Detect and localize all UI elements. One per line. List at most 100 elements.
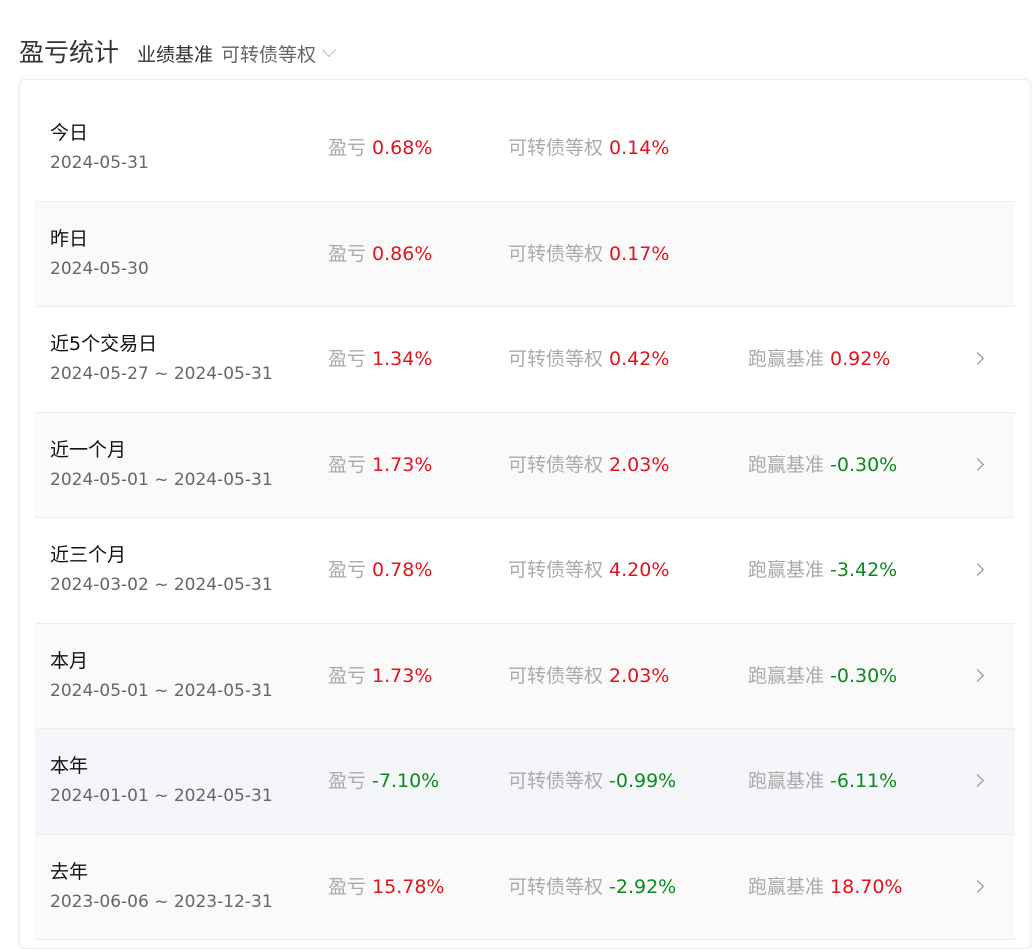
period-name: 近5个交易日: [50, 333, 158, 355]
benchmark-select[interactable]: 可转债等权: [221, 40, 337, 67]
period-date: 2024-05-27 ~ 2024-05-31: [50, 364, 273, 384]
excess-label: 跑赢基准: [748, 453, 825, 476]
benchmark-metric: 可转债等权 -0.99%: [508, 766, 676, 793]
pl-label: 盈亏: [328, 453, 367, 476]
excess-value: -6.11%: [830, 770, 898, 792]
benchmark-metric-value: 0.17%: [609, 242, 670, 265]
excess-label: 跑赢基准: [748, 559, 825, 581]
pl-label: 盈亏: [328, 664, 367, 687]
stat-row[interactable]: 本年 2024-01-01 ~ 2024-05-31 盈亏 -7.10% 可转债等…: [35, 729, 1015, 835]
benchmark-metric: 可转债等权 4.20%: [508, 555, 669, 582]
period: 去年 2023-06-06 ~ 2023-12-31: [50, 857, 273, 912]
period-date: 2023-06-06 ~ 2023-12-31: [50, 891, 273, 912]
period: 近三个月 2024-03-02 ~ 2024-05-31: [50, 540, 273, 595]
pl-value: 0.78%: [372, 559, 433, 581]
benchmark-metric: 可转债等权 0.14%: [508, 133, 669, 160]
chevron-right-icon[interactable]: [971, 457, 984, 471]
chevron-right-icon[interactable]: [971, 774, 984, 787]
period-name: 近一个月: [50, 438, 127, 461]
header: 盈亏统计 业绩基准 可转债等权: [19, 33, 337, 69]
excess-label: 跑赢基准: [748, 348, 825, 370]
benchmark-metric-label: 可转债等权: [508, 770, 604, 792]
pl-metric: 盈亏 -7.10%: [328, 766, 439, 793]
pl-value: 1.73%: [372, 664, 433, 687]
period: 昨日 2024-05-30: [50, 224, 149, 279]
stat-row: 昨日 2024-05-30 盈亏 0.86% 可转债等权 0.17%: [35, 201, 1015, 307]
period-date: 2024-01-01 ~ 2024-05-31: [50, 786, 273, 806]
benchmark-metric-value: -0.99%: [609, 770, 677, 792]
benchmark-metric: 可转债等权 2.03%: [508, 450, 669, 477]
benchmark-metric-value: 2.03%: [609, 453, 670, 476]
benchmark-metric-value: 0.42%: [609, 348, 670, 370]
stat-row[interactable]: 本月 2024-05-01 ~ 2024-05-31 盈亏 1.73% 可转债等权…: [35, 623, 1015, 729]
period: 本年 2024-01-01 ~ 2024-05-31: [50, 751, 273, 806]
pl-metric: 盈亏 15.78%: [328, 872, 444, 899]
excess-value: 18.70%: [830, 875, 903, 898]
excess-metric: 跑赢基准 -0.30%: [748, 450, 897, 477]
benchmark-metric-label: 可转债等权: [508, 664, 604, 687]
pl-label: 盈亏: [328, 242, 367, 265]
period-date: 2024-05-30: [50, 258, 149, 279]
benchmark-metric-label: 可转债等权: [508, 453, 604, 476]
period: 近5个交易日 2024-05-27 ~ 2024-05-31: [50, 329, 273, 384]
excess-value: 0.92%: [830, 348, 891, 370]
stat-row[interactable]: 近一个月 2024-05-01 ~ 2024-05-31 盈亏 1.73% 可转债…: [35, 412, 1015, 518]
benchmark-label: 业绩基准: [137, 44, 214, 66]
benchmark-metric-label: 可转债等权: [508, 242, 604, 265]
chevron-down-icon: [321, 42, 337, 57]
benchmark-metric-value: -2.92%: [609, 875, 677, 898]
period: 近一个月 2024-05-01 ~ 2024-05-31: [50, 435, 273, 490]
benchmark-value: 可转债等权: [221, 44, 317, 66]
period-name: 本年: [50, 755, 89, 777]
period-name: 昨日: [50, 227, 89, 250]
period-name: 今日: [50, 122, 89, 144]
period-name: 本月: [50, 649, 89, 672]
pl-value: 15.78%: [372, 875, 445, 898]
chevron-right-icon[interactable]: [971, 563, 984, 576]
pl-value: 1.73%: [372, 453, 433, 476]
stat-row[interactable]: 近5个交易日 2024-05-27 ~ 2024-05-31 盈亏 1.34% 可…: [35, 307, 1015, 413]
excess-metric: 跑赢基准 0.92%: [748, 344, 890, 371]
pl-label: 盈亏: [328, 348, 367, 370]
excess-metric: 跑赢基准 -6.11%: [748, 766, 897, 793]
benchmark-metric-label: 可转债等权: [508, 559, 604, 581]
benchmark-metric-value: 0.14%: [609, 137, 670, 159]
chevron-right-icon[interactable]: [971, 668, 984, 682]
excess-metric: 跑赢基准 18.70%: [748, 872, 902, 899]
benchmark-metric: 可转债等权 0.42%: [508, 344, 669, 371]
chevron-right-icon[interactable]: [971, 879, 984, 893]
excess-label: 跑赢基准: [748, 770, 825, 792]
benchmark-metric-label: 可转债等权: [508, 348, 604, 370]
benchmark-metric-value: 2.03%: [609, 664, 670, 687]
benchmark-metric: 可转债等权 -2.92%: [508, 872, 676, 899]
period-name: 去年: [50, 860, 89, 883]
pl-label: 盈亏: [328, 770, 367, 792]
pl-label: 盈亏: [328, 559, 367, 581]
pl-stats-card: 今日 2024-05-31 盈亏 0.68% 可转债等权 0.14% 昨日 2024…: [19, 79, 1031, 949]
benchmark-metric: 可转债等权 0.17%: [508, 239, 669, 266]
pl-metric: 盈亏 0.68%: [328, 133, 432, 160]
pl-metric: 盈亏 1.73%: [328, 450, 432, 477]
excess-value: -3.42%: [830, 559, 898, 581]
excess-value: -0.30%: [830, 664, 898, 687]
pl-value: 0.86%: [372, 242, 433, 265]
stat-row: 今日 2024-05-31 盈亏 0.68% 可转债等权 0.14%: [35, 96, 1015, 202]
page-title: 盈亏统计: [19, 38, 120, 67]
pl-value: -7.10%: [372, 770, 440, 792]
benchmark-metric-value: 4.20%: [609, 559, 670, 581]
benchmark-metric: 可转债等权 2.03%: [508, 661, 669, 688]
stat-row[interactable]: 近三个月 2024-03-02 ~ 2024-05-31 盈亏 0.78% 可转债…: [35, 518, 1015, 624]
excess-label: 跑赢基准: [748, 875, 825, 898]
pl-value: 0.68%: [372, 137, 433, 159]
period-date: 2024-05-01 ~ 2024-05-31: [50, 680, 273, 701]
period-name: 近三个月: [50, 544, 127, 566]
excess-label: 跑赢基准: [748, 664, 825, 687]
period-date: 2024-05-01 ~ 2024-05-31: [50, 469, 273, 490]
excess-value: -0.30%: [830, 453, 898, 476]
chevron-right-icon[interactable]: [971, 352, 984, 365]
stat-row[interactable]: 去年 2023-06-06 ~ 2023-12-31 盈亏 15.78% 可转债等…: [35, 834, 1015, 940]
excess-metric: 跑赢基准 -3.42%: [748, 555, 897, 582]
pl-value: 1.34%: [372, 348, 433, 370]
period-date: 2024-05-31: [50, 153, 149, 173]
pl-metric: 盈亏 0.78%: [328, 555, 432, 582]
